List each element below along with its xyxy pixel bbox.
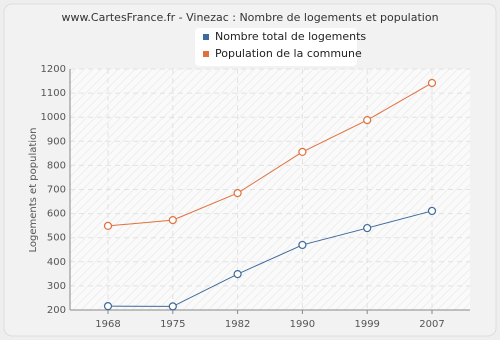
legend-label: Nombre total de logements: [215, 30, 366, 43]
y-tick-label: 300: [47, 281, 66, 292]
legend-swatch: [203, 51, 209, 57]
series-line: [107, 82, 433, 227]
data-point: [298, 147, 307, 157]
legend-label: Population de la commune: [215, 47, 362, 60]
chart-title: www.CartesFrance.fr - Vinezac : Nombre d…: [61, 11, 438, 24]
data-point: [363, 115, 372, 125]
y-tick-label: 500: [47, 233, 66, 244]
legend: [195, 28, 357, 66]
y-tick-label: 600: [47, 209, 66, 220]
data-point: [363, 223, 372, 233]
y-tick-label: 700: [47, 185, 66, 196]
x-tick-label: 1975: [160, 319, 185, 330]
y-tick-label: 1100: [41, 88, 66, 99]
x-tick-label: 1968: [95, 319, 120, 330]
data-point: [298, 240, 307, 250]
x-tick-label: 1990: [290, 319, 315, 330]
y-tick-label: 900: [47, 136, 66, 147]
y-tick-label: 200: [47, 305, 66, 316]
x-tick-label: 2007: [419, 319, 444, 330]
y-tick-label: 1200: [41, 64, 66, 75]
series-line: [107, 210, 433, 307]
data-point: [427, 206, 437, 216]
data-point: [103, 221, 113, 230]
legend-swatch: [203, 34, 209, 40]
data-point: [233, 269, 242, 279]
y-tick-label: 1000: [41, 112, 66, 123]
x-tick-label: 1999: [354, 319, 379, 330]
data-point: [168, 302, 177, 311]
y-tick-label: 400: [47, 257, 66, 268]
data-point: [427, 78, 437, 88]
y-tick-label: 800: [47, 160, 66, 171]
data-point: [168, 216, 177, 225]
y-axis-label: Logements et population: [28, 127, 39, 252]
data-point: [233, 189, 242, 198]
data-point: [103, 302, 113, 311]
x-tick-label: 1982: [225, 319, 250, 330]
